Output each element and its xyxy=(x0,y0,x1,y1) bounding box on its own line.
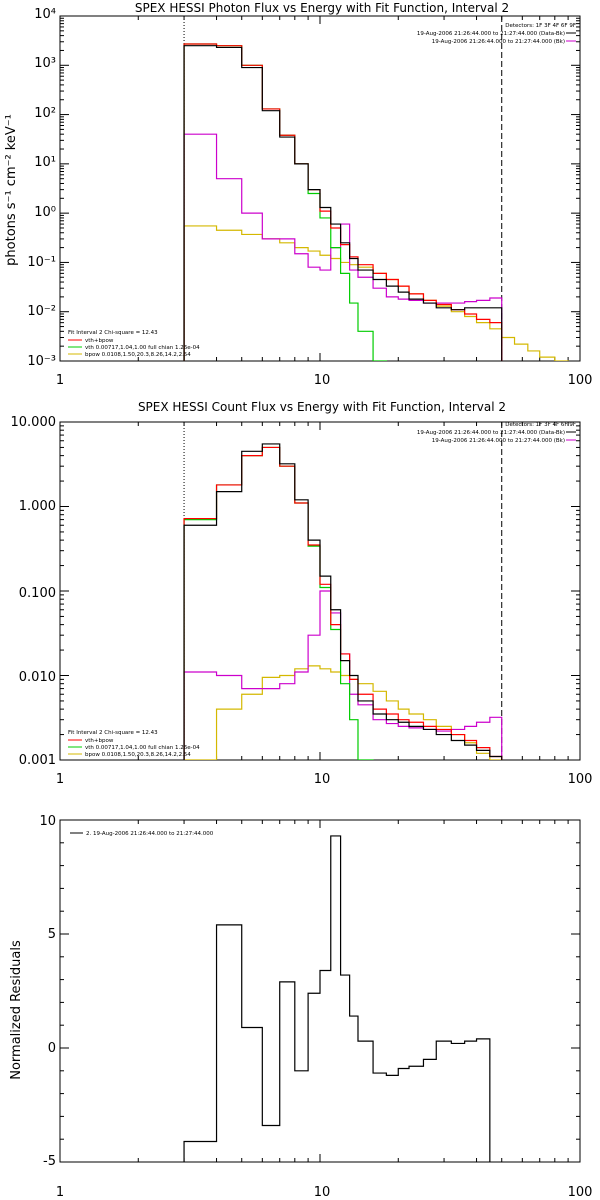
count-series-vth xyxy=(183,446,374,760)
photon-series-vth-bpow xyxy=(183,43,503,361)
photon-y-tick-1e3: 10³ xyxy=(34,56,56,71)
count-y-tick-10.000: 10.000 xyxy=(11,415,57,430)
residuals-y-tick-0: 0 xyxy=(48,1041,56,1056)
count-legend-total: vth+bpow xyxy=(85,738,114,744)
count-panel-title: SPEX HESSI Count Flux vs Energy with Fit… xyxy=(138,400,506,414)
residuals-y-tick-10: 10 xyxy=(39,814,56,829)
count-y-tick-0.100: 0.100 xyxy=(19,586,56,601)
photon-legend-detectors: Detectors: 1F 3F 4F 6F 9F xyxy=(505,23,576,29)
count-series-bpow xyxy=(183,665,503,760)
count-flux-panel: SPEX HESSI Count Flux vs Energy with Fit… xyxy=(11,400,593,787)
photon-legend-nonthermal: bpow 0.0108,1.50,20.3,8.26,14.2,2.54 xyxy=(85,352,191,358)
photon-x-tick-100: 100 xyxy=(568,373,593,388)
residuals-series-residuals xyxy=(183,835,491,1162)
residuals-x-tick-10: 10 xyxy=(314,1185,331,1200)
photon-y-tick-1e-2: 10⁻² xyxy=(27,304,56,319)
count-legend: Detectors: 1F 3F 4F 6F 9F 19-Aug-2006 21… xyxy=(68,422,576,758)
residuals-x-tick-100: 100 xyxy=(568,1185,593,1200)
count-legend-data-bk: 19-Aug-2006 21:26:44.000 to 21:27:44.000… xyxy=(417,430,565,436)
residuals-panel: Normalized Residuals 1 10 100 -5 0 5 10 … xyxy=(9,814,592,1200)
photon-series-bk xyxy=(183,133,503,361)
count-x-tick-100: 100 xyxy=(568,772,593,787)
photon-y-tick-1e-3: 10⁻³ xyxy=(27,354,56,369)
photon-y-axis-label: photons s⁻¹ cm⁻² keV⁻¹ xyxy=(4,114,19,266)
photon-legend-data-bk: 19-Aug-2006 21:26:44.000 to 21:27:44.000… xyxy=(417,31,565,37)
count-x-tick-10: 10 xyxy=(314,772,331,787)
photon-legend-bk: 19-Aug-2006 21:26:44.000 to 21:27:44.000… xyxy=(432,39,565,45)
count-y-tick-1.000: 1.000 xyxy=(19,499,56,514)
count-y-tick-0.001: 0.001 xyxy=(19,753,56,768)
photon-legend-total: vth+bpow xyxy=(85,338,114,344)
photon-series-vth xyxy=(183,43,387,361)
count-x-tick-1: 1 xyxy=(56,772,64,787)
count-y-tick-0.010: 0.010 xyxy=(19,670,56,685)
residuals-y-tick-minus5: -5 xyxy=(43,1154,56,1169)
photon-tick-labels: 1 10 100 10⁻³ 10⁻² 10⁻¹ 10⁰ 10¹ 10² 10³ … xyxy=(27,7,592,388)
count-legend-thermal: vth 0.00717,1.04,1.00 full chian 1.26e-0… xyxy=(85,745,200,751)
residuals-y-axis-label: Normalized Residuals xyxy=(9,940,24,1080)
photon-y-tick-1e-1: 10⁻¹ xyxy=(27,255,56,270)
count-series-bk xyxy=(183,590,503,760)
residuals-legend: 2. 19-Aug-2006 21:26:44.000 to 21:27:44.… xyxy=(70,831,214,837)
photon-legend: Detectors: 1F 3F 4F 6F 9F 19-Aug-2006 21… xyxy=(68,23,576,358)
count-tick-labels: 1 10 100 0.001 0.010 0.100 1.000 10.000 xyxy=(11,415,593,787)
photon-y-tick-1e0: 10⁰ xyxy=(34,205,56,220)
residuals-x-tick-1: 1 xyxy=(56,1185,64,1200)
photon-x-tick-10: 10 xyxy=(314,373,331,388)
count-legend-detectors: Detectors: 1F 3F 4F 6F 9F xyxy=(505,422,576,428)
photon-panel-title: SPEX HESSI Photon Flux vs Energy with Fi… xyxy=(135,1,509,15)
count-fit-summary: Fit Interval 2 Chi-square = 12.43 xyxy=(68,730,158,736)
count-series-data-bk xyxy=(183,443,503,760)
residuals-tick-labels: 1 10 100 -5 0 5 10 xyxy=(39,814,592,1200)
photon-flux-panel: SPEX HESSI Photon Flux vs Energy with Fi… xyxy=(4,1,592,388)
photon-y-tick-1e1: 10¹ xyxy=(34,155,56,170)
count-legend-nonthermal: bpow 0.0108,1.50,20.3,8.26,14.2,2.54 xyxy=(85,752,191,758)
residuals-legend-label: 2. 19-Aug-2006 21:26:44.000 to 21:27:44.… xyxy=(86,831,214,837)
count-series-vth-bpow xyxy=(183,446,503,760)
residuals-y-tick-5: 5 xyxy=(48,927,56,942)
photon-series-bpow xyxy=(183,225,569,361)
photon-legend-thermal: vth 0.00717,1.04,1.00 full chian 1.26e-0… xyxy=(85,345,200,351)
photon-y-tick-1e4: 10⁴ xyxy=(34,7,56,22)
photon-fit-summary: Fit Interval 2 Chi-square = 12.43 xyxy=(68,330,158,336)
photon-series-data-bk xyxy=(183,45,503,361)
photon-y-tick-1e2: 10² xyxy=(34,106,56,121)
photon-x-tick-1: 1 xyxy=(56,373,64,388)
count-legend-bk: 19-Aug-2006 21:26:44.000 to 21:27:44.000… xyxy=(432,438,565,444)
